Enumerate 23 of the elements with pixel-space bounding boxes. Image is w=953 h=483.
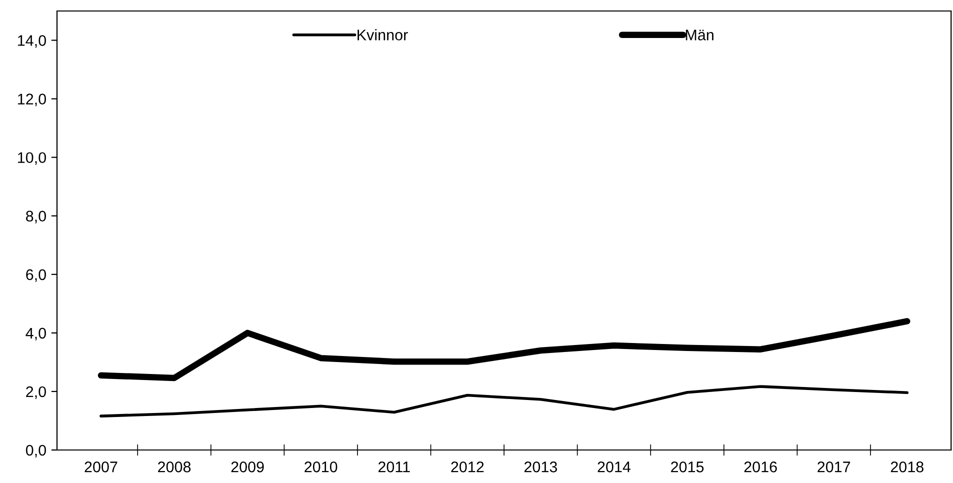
x-tick-label: 2017 (818, 462, 850, 472)
x-tick-label: 2013 (524, 462, 558, 472)
y-tick-label: 0,0 (26, 444, 46, 458)
x-tick-label: 2011 (378, 462, 410, 472)
x-tick-label: 2007 (84, 462, 118, 472)
legend-label: Kvinnor (358, 29, 408, 40)
legend-label: Män (686, 30, 714, 40)
x-tick-label: 2015 (671, 462, 704, 472)
y-tick-label: 14,0 (18, 35, 46, 48)
y-tick-label: 12,0 (18, 94, 46, 106)
x-tick-label: 2008 (158, 462, 191, 472)
y-tick-label: 6,0 (26, 269, 46, 282)
x-tick-label: 2016 (744, 462, 777, 472)
y-tick-label: 8,0 (26, 210, 46, 224)
x-tick-label: 2010 (304, 462, 338, 472)
x-tick-label: 2018 (890, 462, 924, 472)
line-series (100, 385, 909, 418)
y-tick-label: 10,0 (18, 152, 46, 165)
x-tick-label: 2009 (231, 462, 264, 472)
x-tick-label: 2012 (451, 462, 484, 472)
y-tick-label: 2,0 (26, 386, 46, 399)
y-tick-label: 4,0 (26, 328, 46, 340)
x-tick-label: 2014 (598, 462, 631, 472)
